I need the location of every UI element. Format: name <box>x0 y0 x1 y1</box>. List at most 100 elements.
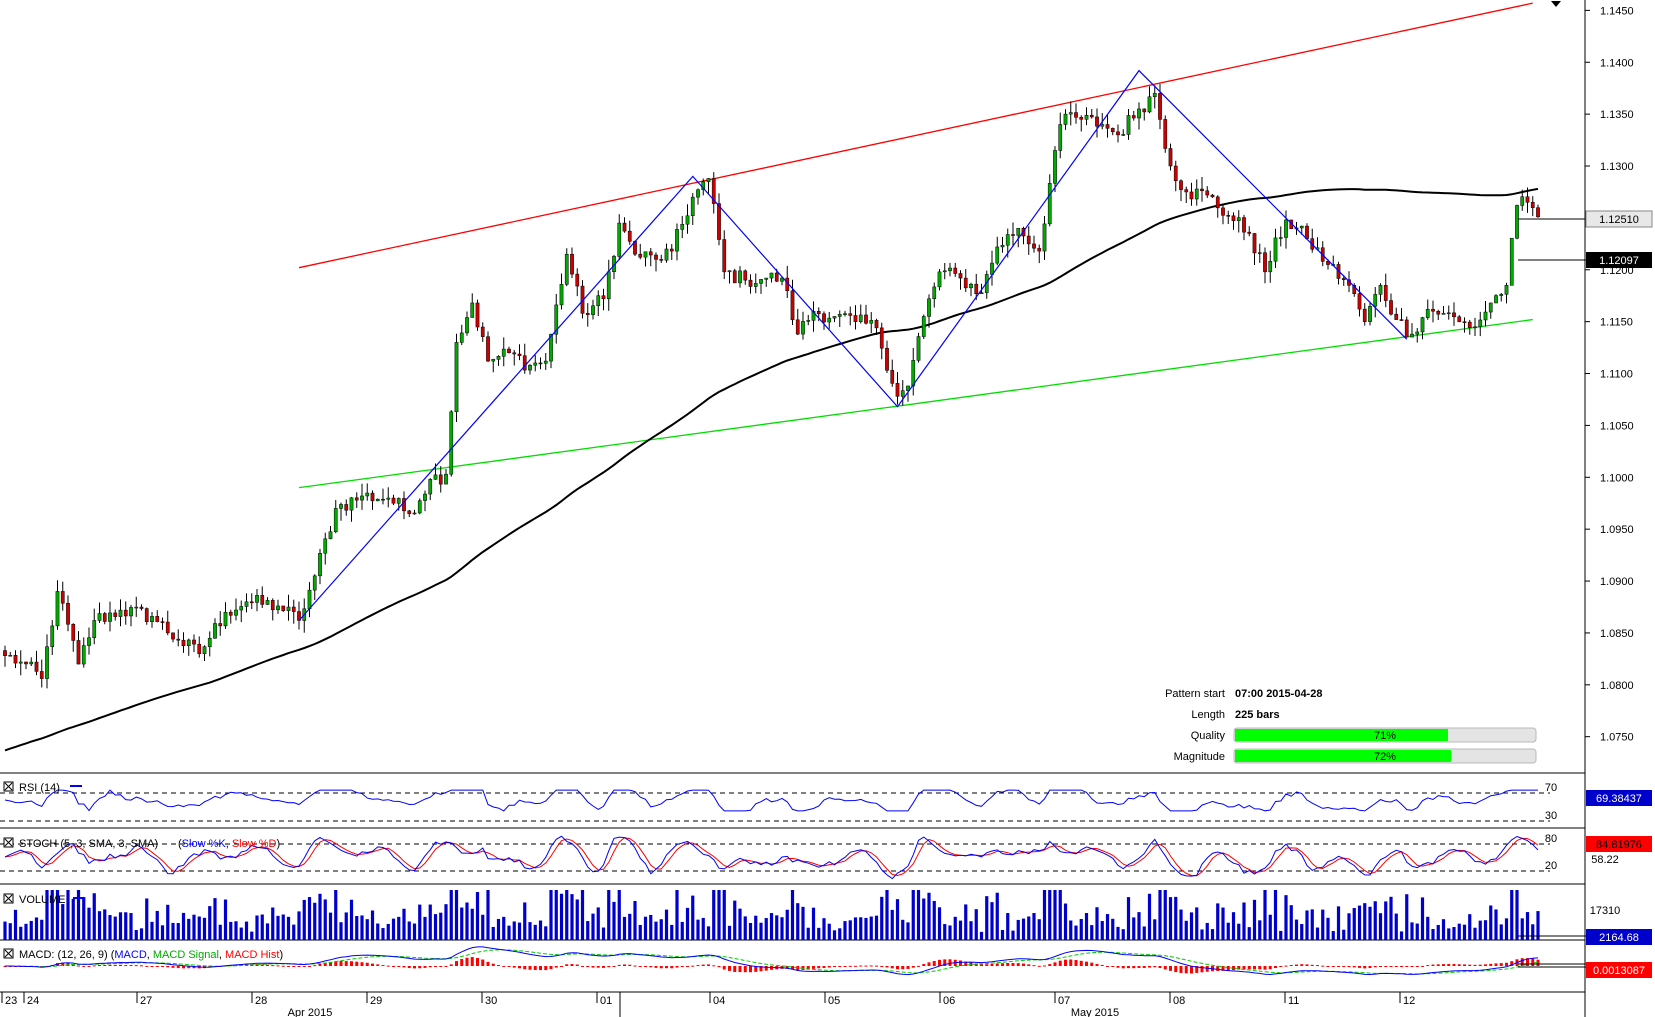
volume-bar <box>1273 890 1278 940</box>
volume-bar <box>607 890 611 940</box>
volume-bar <box>712 890 716 940</box>
macd-hist-bar <box>439 966 443 967</box>
candle-up <box>858 314 863 322</box>
stoch-pane[interactable]: STOCH (5, 3, SMA, 3, SMA) (Slow %K, Slow… <box>0 833 1652 880</box>
volume-bar <box>507 925 511 940</box>
candle-up <box>333 508 338 532</box>
macd-hist-bar <box>1169 966 1172 971</box>
macd-series-macd: MACD <box>114 949 146 961</box>
candle-down <box>34 661 39 672</box>
candle-up <box>1000 245 1005 248</box>
macd-hist-bar <box>791 966 794 970</box>
macd-hist-bar <box>1426 965 1430 967</box>
macd-hist-bar <box>1179 966 1183 973</box>
price-tick-label: 1.1400 <box>1600 57 1634 69</box>
macd-hist-bar <box>1279 966 1283 967</box>
macd-pane[interactable]: MACD: (12, 26, 9) (MACD, MACD Signal, MA… <box>3 946 1653 978</box>
candle-down <box>1404 319 1409 338</box>
volume-bar <box>202 917 207 940</box>
candle-down <box>1247 231 1252 234</box>
candle-up <box>433 474 438 480</box>
macd-hist-bar <box>917 965 920 967</box>
stoch-value-2: 58.22 <box>1591 854 1619 866</box>
volume-bar <box>1184 920 1188 940</box>
volume-bar <box>727 925 732 940</box>
volume-bar <box>71 898 75 940</box>
volume-bar <box>869 916 873 940</box>
macd-hist-bar <box>1352 966 1356 968</box>
macd-hist-bar <box>743 966 747 973</box>
macd-hist-bar <box>969 962 973 966</box>
quality-value: 71% <box>1374 730 1396 742</box>
rsi-pane[interactable]: RSI (14) 70 30 69.38437 <box>0 781 1652 822</box>
stoch-series-label: (Slow %K, Slow %D) <box>178 838 280 850</box>
volume-bar <box>171 922 175 940</box>
macd-hist-bar <box>712 965 716 967</box>
candle-up <box>318 552 322 577</box>
macd-hist-bar <box>308 965 311 967</box>
macd-hist-bar <box>1053 962 1057 966</box>
volume-bar <box>654 921 658 940</box>
candle-up <box>591 305 595 315</box>
macd-hist-bar <box>1226 966 1230 971</box>
scroll-marker-icon[interactable] <box>1551 1 1561 7</box>
macd-hist-bar <box>1478 964 1482 966</box>
pattern-lines <box>298 2 1533 489</box>
candle-down <box>958 273 963 279</box>
macd-hist-bar <box>1111 966 1115 967</box>
candle-up <box>339 504 343 509</box>
macd-value: 0.0013087 <box>1593 965 1645 977</box>
candle-down <box>113 612 118 617</box>
candle-up <box>1137 108 1141 119</box>
stoch-level-80-label: 80 <box>1545 833 1557 845</box>
volume-bar <box>433 914 438 940</box>
macd-hist-bar <box>932 961 936 966</box>
candle-up <box>213 623 217 639</box>
volume-bar <box>1168 897 1173 940</box>
candle-down <box>953 267 958 274</box>
macd-hist-bar <box>334 961 338 966</box>
macd-hist-bar <box>434 966 437 967</box>
macd-hist-bar <box>1363 966 1367 969</box>
candle-up <box>533 362 538 366</box>
volume-bar <box>958 920 963 940</box>
macd-hist-bar <box>1520 958 1524 966</box>
candle-down <box>1131 115 1136 119</box>
macd-hist-bar <box>350 961 353 966</box>
volume-bar <box>659 919 663 940</box>
volume-bar <box>155 910 159 940</box>
candle-down <box>165 621 170 634</box>
volume-bar <box>1352 908 1356 940</box>
volume-bar <box>911 890 915 940</box>
volume-bar <box>528 922 532 940</box>
magnitude-value: 72% <box>1374 751 1396 763</box>
macd-hist-bar <box>1310 964 1314 966</box>
candle-down <box>1095 116 1099 127</box>
volume-pane[interactable]: VOLUME 17310 2164.68 <box>3 890 1652 945</box>
volume-bar <box>943 924 947 940</box>
time-day-label: 01 <box>600 995 612 1007</box>
candle-up <box>1278 237 1283 239</box>
candle-up <box>1084 114 1089 120</box>
volume-bar <box>281 914 285 940</box>
candle-up <box>617 222 622 257</box>
candle-down <box>669 248 674 252</box>
volume-bar <box>486 890 490 940</box>
macd-hist-bar <box>476 958 479 966</box>
candle-up <box>244 601 249 607</box>
candle-up <box>459 332 464 343</box>
volume-bar <box>1478 920 1482 940</box>
macd-hist-bar <box>628 964 632 966</box>
price-pane[interactable] <box>3 2 1540 752</box>
candle-down <box>648 251 653 256</box>
volume-bar <box>1111 918 1115 940</box>
macd-hist-bar <box>1510 961 1514 966</box>
candle-up <box>45 646 49 679</box>
volume-bar <box>885 890 889 940</box>
volume-bar <box>1520 918 1524 940</box>
volume-bar <box>822 918 826 940</box>
candle-up <box>690 196 695 217</box>
candle-up <box>564 253 569 285</box>
macd-hist-bar <box>1347 966 1351 968</box>
candle-down <box>853 315 858 322</box>
